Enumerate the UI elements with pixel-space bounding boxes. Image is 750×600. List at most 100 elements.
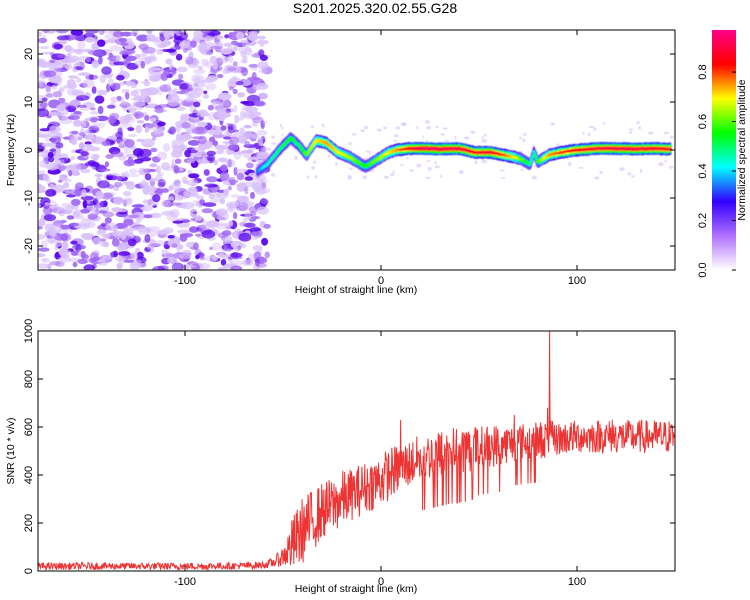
noise-blob	[664, 160, 668, 163]
noise-blob	[253, 186, 262, 193]
noise-blob	[226, 123, 232, 127]
noise-blob	[629, 128, 633, 131]
noise-blob	[104, 74, 113, 79]
noise-blob	[97, 89, 108, 96]
noise-blob	[175, 158, 182, 164]
noise-blob	[38, 263, 49, 269]
noise-blob	[223, 188, 229, 196]
noise-blob	[174, 189, 179, 197]
noise-blob	[631, 175, 635, 178]
noise-blob	[149, 212, 162, 219]
noise-blob	[82, 144, 87, 150]
noise-blob	[203, 183, 218, 188]
noise-blob	[92, 237, 101, 245]
noise-blob	[54, 77, 63, 86]
noise-blob	[125, 181, 136, 191]
noise-blob	[241, 106, 251, 111]
noise-blob	[107, 135, 117, 140]
noise-blob	[252, 121, 258, 127]
noise-blob	[259, 42, 265, 48]
noise-blob	[73, 120, 84, 125]
noise-blob	[663, 131, 670, 135]
noise-blob	[422, 135, 425, 139]
noise-blob	[237, 92, 246, 98]
noise-blob	[258, 92, 268, 100]
snr-x-axis-label: Height of straight line (km)	[295, 583, 418, 595]
noise-blob	[636, 121, 640, 125]
noise-blob	[383, 175, 390, 179]
ridge-segment	[534, 156, 538, 160]
noise-blob	[235, 32, 245, 40]
noise-blob	[205, 61, 212, 68]
noise-blob	[83, 134, 95, 141]
noise-blob	[427, 167, 432, 171]
noise-blob	[232, 122, 237, 131]
noise-blob	[74, 215, 85, 220]
noise-blob	[71, 130, 79, 135]
noise-blob	[55, 142, 64, 149]
noise-blob	[230, 252, 243, 258]
noise-blob	[51, 84, 58, 90]
noise-blob	[66, 194, 76, 198]
noise-blob	[211, 255, 219, 262]
noise-blob	[602, 122, 606, 125]
noise-blob	[118, 82, 126, 86]
noise-blob	[49, 183, 55, 190]
noise-blob	[223, 42, 234, 47]
noise-blob	[59, 224, 71, 230]
noise-blob	[99, 74, 106, 84]
noise-blob	[599, 170, 603, 175]
noise-blob	[218, 252, 225, 258]
noise-blob	[169, 209, 180, 218]
noise-blob	[250, 216, 260, 220]
noise-blob	[519, 136, 522, 140]
noise-blob	[122, 190, 132, 197]
noise-blob	[171, 66, 176, 75]
noise-blob	[175, 53, 183, 61]
noise-blob	[152, 194, 161, 203]
noise-blob	[351, 133, 357, 136]
noise-blob	[79, 107, 90, 112]
noise-blob	[41, 97, 48, 102]
noise-blob	[669, 135, 674, 139]
noise-blob	[59, 85, 71, 90]
noise-blob	[593, 127, 597, 131]
noise-blob	[66, 52, 72, 57]
noise-blob	[156, 151, 168, 160]
noise-blob	[227, 158, 232, 168]
noise-blob	[41, 240, 48, 249]
noise-blob	[152, 240, 167, 247]
noise-blob	[136, 34, 150, 42]
noise-blob	[136, 120, 145, 124]
noise-blob	[243, 110, 255, 118]
noise-blob	[311, 166, 315, 170]
noise-blob	[214, 144, 229, 150]
noise-blob	[161, 249, 169, 255]
noise-blob	[88, 129, 97, 133]
noise-blob	[215, 125, 220, 130]
noise-blob	[140, 157, 152, 162]
noise-blob	[207, 157, 214, 162]
noise-blob	[148, 67, 163, 71]
noise-blob	[49, 125, 58, 135]
noise-blob	[261, 147, 272, 152]
noise-blob	[89, 252, 99, 260]
noise-blob	[178, 252, 192, 260]
noise-blob	[90, 207, 97, 215]
noise-blob	[82, 101, 95, 109]
noise-blob	[45, 92, 53, 98]
spectrogram-y-axis-label: Frequency (Hz)	[5, 114, 17, 186]
noise-blob	[242, 259, 254, 266]
noise-blob	[434, 165, 440, 169]
noise-blob	[53, 203, 60, 209]
noise-blob	[101, 241, 109, 247]
snr-x-tick-label: -100	[174, 576, 196, 588]
noise-blob	[216, 148, 225, 155]
noise-blob	[122, 197, 134, 206]
noise-blob	[50, 62, 64, 70]
noise-blob	[199, 43, 210, 48]
noise-blob	[550, 122, 555, 126]
noise-blob	[38, 203, 41, 209]
noise-blob	[227, 66, 236, 72]
